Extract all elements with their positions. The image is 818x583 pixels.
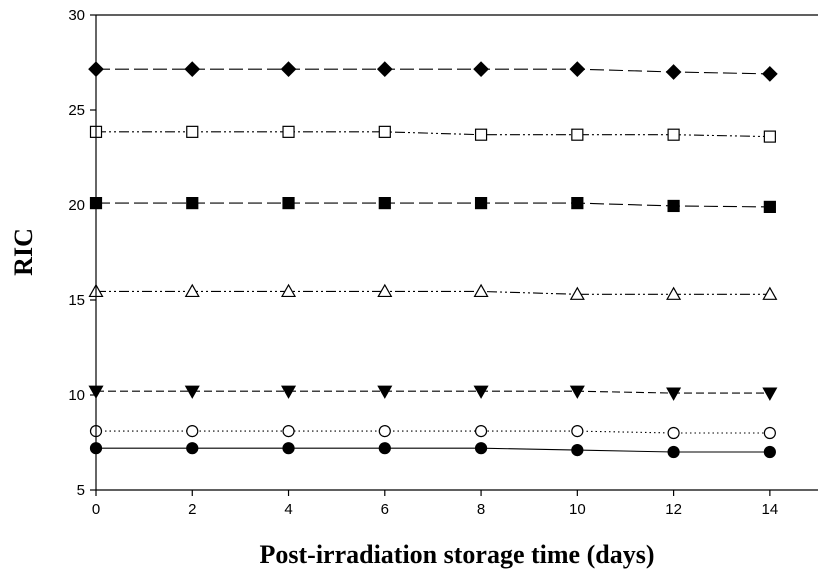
open-square-marker: [474, 128, 488, 141]
y-tick-label: 25: [68, 102, 85, 119]
y-tick-label: 15: [68, 292, 85, 309]
x-tick-label: 0: [92, 501, 100, 518]
filled-circle-marker: [667, 445, 680, 459]
series-line: [96, 202, 770, 208]
filled-circle-marker: [763, 445, 776, 459]
series-line: [96, 290, 770, 295]
filled-circle-marker: [186, 442, 199, 455]
open-circle-marker: [763, 426, 776, 440]
open-triangle-up-marker: [666, 286, 682, 300]
x-tick-label: 10: [569, 501, 586, 518]
filled-square-marker: [474, 197, 488, 210]
filled-diamond-marker: [665, 64, 682, 80]
series-open-triangle-up: [88, 283, 778, 300]
filled-diamond-marker: [762, 66, 778, 82]
filled-triangle-down-marker: [762, 387, 778, 401]
filled-square-marker: [667, 199, 680, 213]
filled-circle-marker: [378, 442, 391, 455]
x-ticks: 0 2 4 6 8 10 12 14: [92, 490, 778, 518]
open-circle-marker: [378, 425, 391, 438]
filled-circle-marker: [282, 442, 295, 455]
x-tick-label: 2: [188, 501, 196, 518]
filled-triangle-down-marker: [473, 385, 489, 399]
filled-square-marker: [186, 197, 199, 210]
y-ticks: 5 10 15 20 25 30: [68, 7, 96, 499]
y-tick-label: 20: [68, 197, 85, 214]
x-tick-label: 12: [665, 501, 682, 518]
series-open-circle: [89, 425, 776, 440]
open-square-marker: [186, 125, 199, 138]
filled-diamond-marker: [184, 61, 201, 77]
open-triangle-up-marker: [184, 283, 200, 298]
filled-circle-marker: [474, 442, 488, 455]
y-tick-label: 30: [68, 7, 85, 24]
open-square-marker: [378, 125, 391, 138]
filled-triangle-down-marker: [666, 387, 682, 401]
series-filled-circle: [89, 442, 776, 459]
x-tick-label: 8: [477, 501, 485, 518]
open-square-marker: [282, 125, 295, 138]
filled-diamond-marker: [473, 61, 489, 77]
open-square-marker: [667, 128, 680, 141]
x-tick-label: 4: [284, 501, 292, 518]
series-filled-triangle-down: [88, 385, 778, 401]
series-open-square: [89, 125, 776, 143]
open-circle-marker: [571, 425, 584, 438]
series-filled-square: [89, 197, 776, 213]
filled-diamond-marker: [569, 61, 586, 77]
filled-square-marker: [571, 197, 584, 210]
filled-square-marker: [378, 197, 391, 210]
x-axis-title: Post-irradiation storage time (days): [260, 540, 655, 569]
y-tick-label: 10: [68, 387, 85, 404]
series-line: [96, 447, 770, 453]
filled-triangle-down-marker: [184, 385, 200, 399]
filled-diamond-marker: [280, 61, 297, 77]
open-square-marker: [571, 128, 584, 141]
open-triangle-up-marker: [569, 286, 585, 300]
series-line: [96, 390, 770, 394]
open-circle-marker: [474, 425, 488, 438]
filled-circle-marker: [571, 444, 584, 457]
y-tick-label: 5: [77, 482, 85, 499]
open-triangle-up-marker: [762, 286, 778, 300]
series-layer: [88, 61, 778, 459]
y-axis-title: RIC: [9, 228, 38, 276]
filled-triangle-down-marker: [281, 385, 297, 399]
open-circle-marker: [667, 426, 680, 440]
filled-triangle-down-marker: [569, 385, 585, 399]
filled-triangle-down-marker: [377, 385, 393, 399]
filled-square-marker: [282, 197, 295, 210]
x-tick-label: 6: [381, 501, 389, 518]
open-square-marker: [763, 130, 776, 143]
series-line: [96, 68, 770, 75]
open-triangle-up-marker: [281, 283, 297, 298]
series-line: [96, 131, 770, 138]
open-triangle-up-marker: [473, 283, 489, 298]
filled-square-marker: [763, 200, 776, 213]
open-triangle-up-marker: [377, 283, 393, 298]
open-circle-marker: [282, 425, 295, 438]
series-filled-diamond: [88, 61, 778, 82]
open-circle-marker: [186, 425, 199, 438]
filled-diamond-marker: [376, 61, 393, 77]
x-tick-label: 14: [762, 501, 779, 518]
